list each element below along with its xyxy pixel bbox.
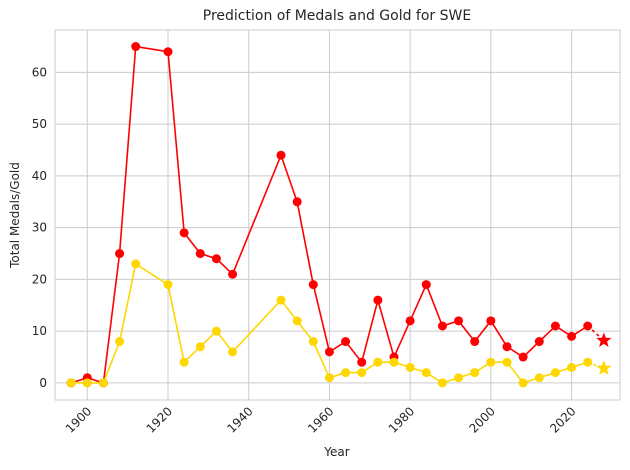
data-point xyxy=(470,368,480,378)
data-point xyxy=(550,321,560,331)
data-point xyxy=(502,342,512,352)
data-point xyxy=(421,280,431,290)
y-tick-label: 10 xyxy=(32,324,47,338)
data-point xyxy=(518,378,528,388)
data-point xyxy=(357,368,367,378)
prediction-star-marker xyxy=(596,332,612,347)
data-point xyxy=(324,373,334,383)
data-point xyxy=(550,368,560,378)
data-point xyxy=(502,357,512,367)
y-tick-label: 60 xyxy=(32,65,47,79)
data-point xyxy=(276,150,286,160)
data-point xyxy=(567,331,577,341)
data-point xyxy=(66,378,76,388)
data-point xyxy=(292,316,302,326)
data-point xyxy=(389,357,399,367)
data-point xyxy=(163,47,173,57)
data-point xyxy=(470,337,480,347)
data-point xyxy=(437,378,447,388)
data-point xyxy=(292,197,302,207)
data-point xyxy=(486,316,496,326)
data-point xyxy=(405,316,415,326)
data-point xyxy=(82,378,92,388)
series-layer xyxy=(66,42,612,388)
data-point xyxy=(115,337,125,347)
data-point xyxy=(534,373,544,383)
data-point xyxy=(373,357,383,367)
y-axis-label: Total Medals/Gold xyxy=(8,162,22,269)
data-point xyxy=(211,254,221,264)
data-point xyxy=(308,280,318,290)
data-point xyxy=(421,368,431,378)
y-tick-label: 20 xyxy=(32,272,47,286)
data-point xyxy=(486,357,496,367)
x-tick-label: 1900 xyxy=(63,404,94,435)
data-point xyxy=(163,280,173,290)
data-point xyxy=(357,357,367,367)
data-point xyxy=(228,269,238,279)
y-tick-label: 50 xyxy=(32,117,47,131)
y-tick-label: 40 xyxy=(32,169,47,183)
data-point xyxy=(276,295,286,305)
data-point xyxy=(98,378,108,388)
prediction-star-marker xyxy=(596,360,612,375)
x-tick-label: 2020 xyxy=(547,404,578,435)
x-tick-label: 1980 xyxy=(386,404,417,435)
data-point xyxy=(211,326,221,336)
data-point xyxy=(195,249,205,259)
data-point xyxy=(131,42,141,52)
y-tick-label: 30 xyxy=(32,221,47,235)
x-tick-label: 1920 xyxy=(144,404,175,435)
data-point xyxy=(228,347,238,357)
data-point xyxy=(341,368,351,378)
x-tick-label: 1940 xyxy=(224,404,255,435)
data-point xyxy=(454,373,464,383)
data-point xyxy=(454,316,464,326)
data-point xyxy=(405,362,415,372)
data-point xyxy=(308,337,318,347)
data-point xyxy=(115,249,125,259)
data-point xyxy=(518,352,528,362)
data-point xyxy=(373,295,383,305)
data-point xyxy=(179,228,189,238)
chart-title: Prediction of Medals and Gold for SWE xyxy=(203,8,471,24)
data-point xyxy=(567,362,577,372)
x-tick-label: 1960 xyxy=(305,404,336,435)
data-point xyxy=(179,357,189,367)
data-point xyxy=(534,337,544,347)
y-tick-label: 0 xyxy=(39,376,47,390)
data-point xyxy=(437,321,447,331)
data-point xyxy=(341,337,351,347)
data-point xyxy=(324,347,334,357)
data-point xyxy=(195,342,205,352)
x-axis-label: Year xyxy=(323,445,349,459)
plot-area xyxy=(54,29,621,401)
x-tick-label: 2000 xyxy=(466,404,497,435)
data-point xyxy=(131,259,141,269)
